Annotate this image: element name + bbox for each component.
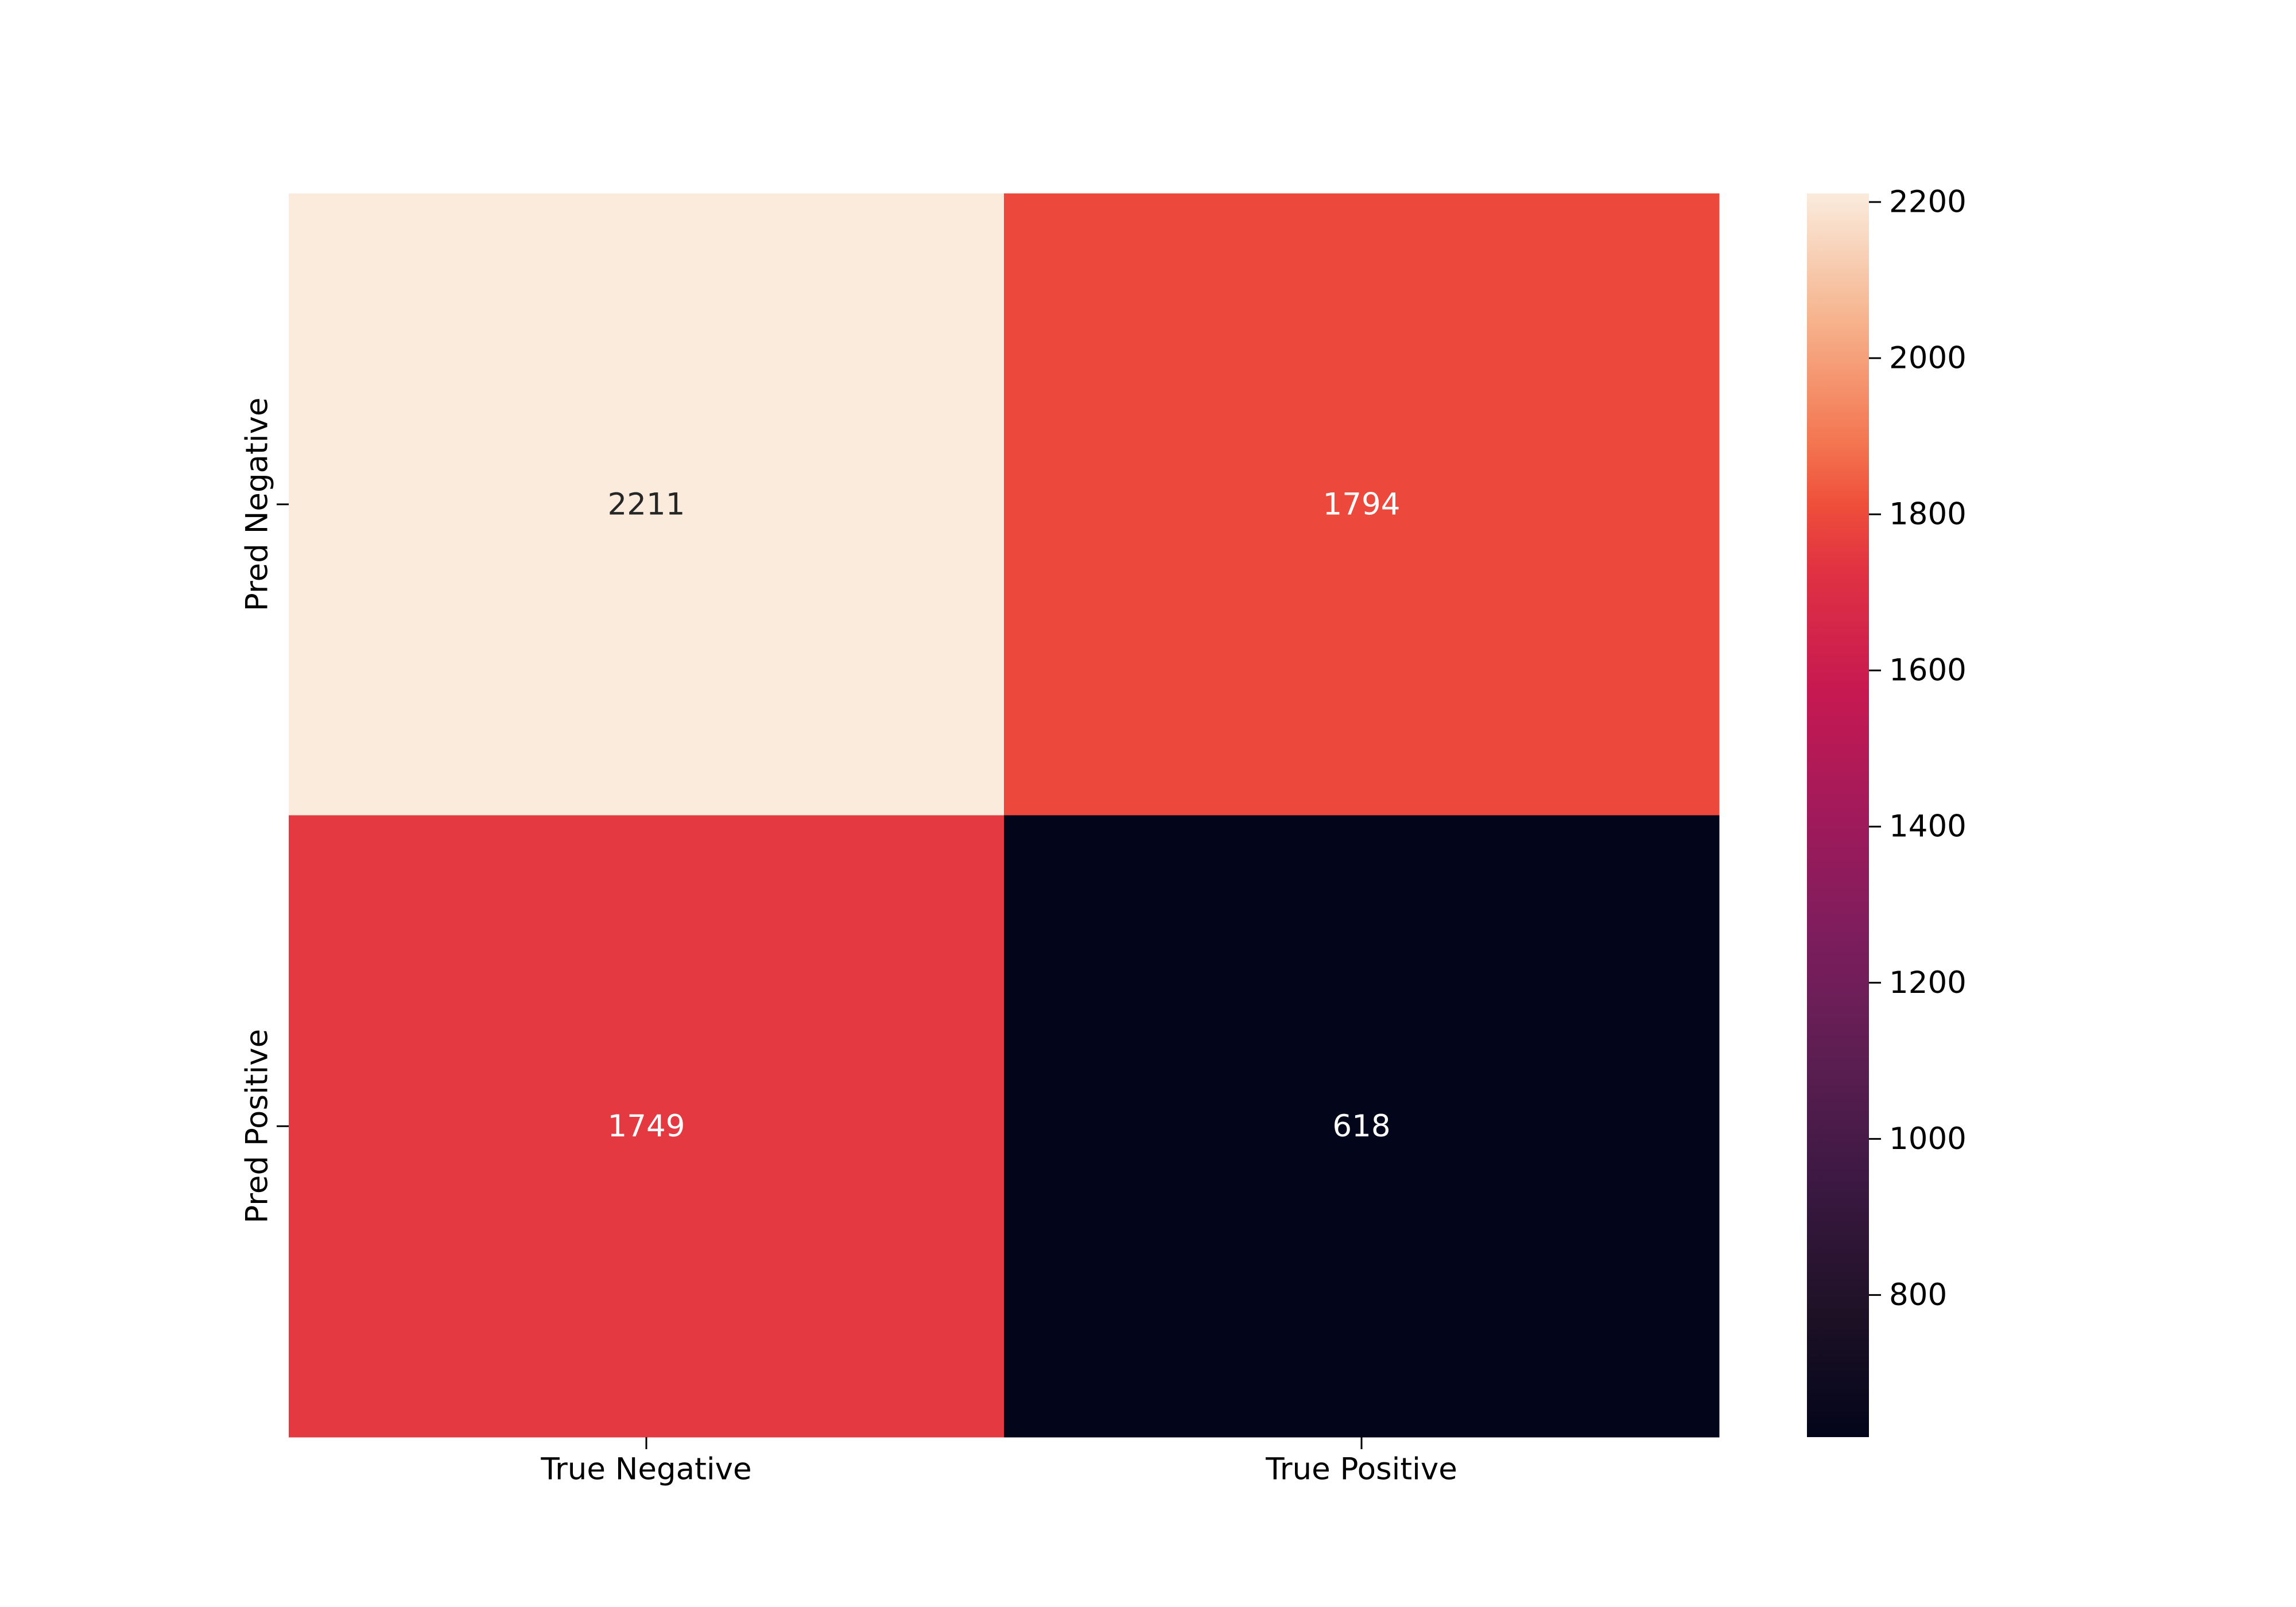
colorbar-tick-label: 1400	[1889, 809, 1967, 844]
cell-annotation: 1749	[608, 1109, 685, 1144]
y-tick-label: Pred Positive	[240, 1029, 275, 1224]
heatmap-annotations: 2211 1794 1749 618	[608, 487, 1401, 1144]
cell-annotation: 1794	[1323, 487, 1401, 522]
heatmap-cell	[289, 193, 1004, 816]
heatmap-cells	[289, 193, 1720, 1438]
colorbar: 800 1000 1200 1400 1600 1800 2000 2200	[1807, 184, 1967, 1437]
x-axis: True Negative True Positive	[540, 1437, 1457, 1486]
colorbar-tick-label: 1800	[1889, 497, 1967, 532]
colorbar-tick-label: 800	[1889, 1278, 1947, 1313]
heatmap-cell	[1004, 815, 1720, 1438]
cell-annotation: 2211	[608, 487, 685, 522]
x-tick-label: True Negative	[540, 1451, 751, 1486]
heatmap-cell	[1004, 193, 1720, 816]
colorbar-ticks: 800 1000 1200 1400 1600 1800 2000 2200	[1869, 184, 1967, 1313]
y-tick-label: Pred Negative	[240, 397, 275, 611]
y-axis: Pred Negative Pred Positive	[240, 397, 289, 1224]
colorbar-tick-label: 1200	[1889, 965, 1967, 1000]
colorbar-gradient	[1807, 193, 1869, 1437]
colorbar-tick-label: 1600	[1889, 653, 1967, 688]
heatmap-cell	[289, 815, 1004, 1438]
colorbar-tick-label: 1000	[1889, 1121, 1967, 1156]
colorbar-tick-label: 2200	[1889, 184, 1967, 219]
colorbar-tick-label: 2000	[1889, 341, 1967, 376]
cell-annotation: 618	[1332, 1109, 1390, 1144]
x-tick-label: True Positive	[1265, 1451, 1457, 1486]
